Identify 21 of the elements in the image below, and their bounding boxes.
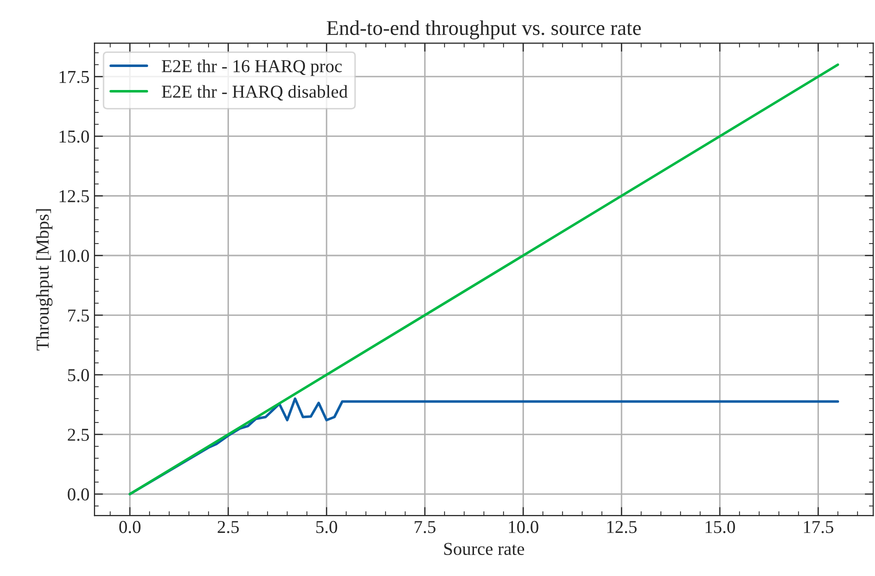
y-tick-label: 15.0 [60, 130, 89, 143]
y-tick-label: 5.0 [68, 369, 89, 382]
x-tick-label: 15.0 [706, 520, 735, 534]
y-tick-label: 12.5 [60, 190, 89, 202]
y-tick-label: 10.0 [60, 250, 89, 262]
y-tick-label: 0.0 [68, 488, 89, 501]
x-tick-label: 5.0 [316, 520, 338, 534]
x-tick-label: 0.0 [119, 520, 140, 534]
y-axis-title: Throughput [Mbps] [36, 209, 52, 350]
x-tick-label: 12.5 [607, 520, 637, 534]
legend-label: E2E thr - 16 HARQ proc [162, 60, 342, 76]
y-tick-label: 17.5 [60, 70, 89, 84]
x-tick-label: 17.5 [804, 520, 834, 534]
x-tick-label: 7.5 [414, 521, 436, 534]
chart-title: End-to-end throughput vs. source rate [326, 20, 641, 40]
y-tick-label: 7.5 [68, 310, 89, 322]
x-tick-label: 2.5 [218, 520, 239, 534]
x-axis-title: Source rate [444, 542, 524, 556]
y-tick-label: 2.5 [68, 428, 89, 441]
x-tick-label: 10.0 [508, 520, 538, 534]
legend-label: E2E thr - HARQ disabled [162, 85, 348, 101]
